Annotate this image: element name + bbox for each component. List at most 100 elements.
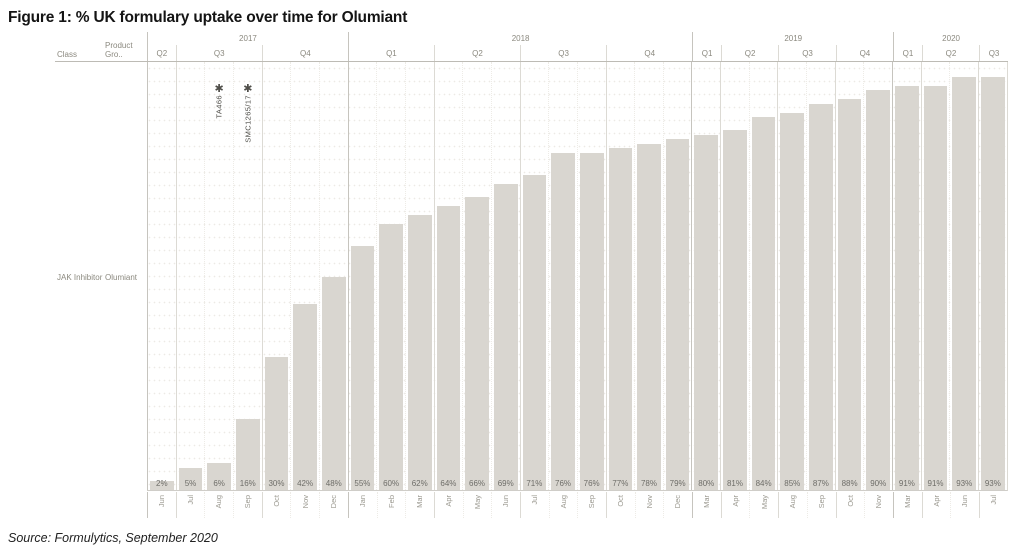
month-tick-may-2019: May (749, 492, 778, 518)
year-header-row: 2017 2018 2019 2020 (55, 32, 1008, 45)
bar-value-label: 6% (213, 479, 225, 488)
year-labels: 2017 2018 2019 2020 (147, 32, 1008, 45)
bar-value-label: 84% (755, 479, 772, 488)
quarter-label-2020-Q2: Q2 (921, 45, 979, 61)
month-column-apr-2018: 64% (433, 62, 463, 490)
bar-aug-2017 (207, 463, 231, 490)
month-tick-jul-2018: Jul (519, 492, 549, 518)
month-tick-jun-2020: Jun (950, 492, 979, 518)
month-column-sep-2018: 76% (576, 62, 606, 490)
bar-jun-2018 (493, 184, 518, 490)
quarter-label-2017-Q4: Q4 (261, 45, 348, 61)
month-column-may-2019: 84% (748, 62, 778, 490)
year-label-2020: 2020 (893, 32, 1008, 45)
month-tick-apr-2020: Apr (921, 492, 951, 518)
month-tick-label: Mar (902, 495, 912, 508)
month-tick-oct-2018: Oct (606, 492, 635, 518)
bar-value-label: 55% (354, 479, 371, 488)
month-column-jul-2018: 71% (519, 62, 549, 490)
bar-aug-2018 (551, 153, 575, 490)
bar-nov-2018 (637, 144, 661, 490)
month-column-aug-2018: 76% (548, 62, 577, 490)
month-tick-label: Nov (874, 495, 884, 509)
month-tick-label: Apr (931, 495, 941, 507)
month-tick-nov-2017: Nov (290, 492, 319, 518)
quarter-label-2018-Q4: Q4 (606, 45, 692, 61)
bar-value-label: 76% (555, 479, 572, 488)
year-label-2018: 2018 (347, 32, 692, 45)
source-note: Source: Formulytics, September 2020 (8, 531, 218, 545)
bar-value-label: 78% (640, 479, 657, 488)
month-tick-jun-2018: Jun (491, 492, 520, 518)
month-tick-label: Sep (243, 495, 253, 509)
bar-value-label: 85% (784, 479, 801, 488)
bar-value-label: 81% (726, 479, 743, 488)
month-tick-may-2018: May (462, 492, 492, 518)
bar-sep-2018 (579, 153, 604, 490)
month-column-mar-2018: 62% (404, 62, 434, 490)
row-labels: JAK Inhibitor Olumiant (55, 62, 147, 492)
month-tick-label: Aug (214, 495, 224, 509)
asterisk-marker-icon: ✱ (214, 83, 224, 95)
bar-apr-2020 (923, 86, 948, 490)
month-tick-label: Mar (415, 495, 425, 508)
bar-value-label: 5% (184, 479, 197, 488)
quarter-label-2020-Q1: Q1 (893, 45, 922, 61)
bar-sep-2019 (809, 104, 833, 490)
month-column-mar-2020: 91% (892, 62, 921, 490)
bar-mar-2018 (407, 215, 432, 490)
month-tick-label: Nov (644, 495, 654, 509)
month-axis-spacer (55, 492, 147, 518)
bar-nov-2017 (293, 304, 317, 490)
plot-body-row: JAK Inhibitor Olumiant 2% 5% 6% ✱ TA466 16% ✱ S… (55, 62, 1008, 492)
month-column-nov-2018: 78% (634, 62, 663, 490)
month-tick-jun-2017: Jun (147, 492, 176, 518)
month-column-aug-2017: 6% ✱ TA466 (204, 62, 233, 490)
month-column-apr-2019: 81% (720, 62, 749, 490)
month-tick-aug-2017: Aug (204, 492, 233, 518)
bar-jul-2020 (981, 77, 1005, 490)
month-column-jun-2020: 93% (949, 62, 978, 490)
formulary-uptake-chart: 2017 2018 2019 2020 Class Product Gro.. Q2 Q… (55, 32, 1008, 518)
month-tick-label: Sep (816, 495, 826, 509)
month-column-oct-2017: 30% (261, 62, 291, 490)
quarter-label-2017-Q3: Q3 (175, 45, 262, 61)
quarter-label-2019-Q1: Q1 (692, 45, 721, 61)
month-tick-jul-2017: Jul (175, 492, 205, 518)
month-tick-feb-2018: Feb (376, 492, 406, 518)
year-label-2019: 2019 (692, 32, 893, 45)
month-column-sep-2017: 16% ✱ SMC1265/17 (232, 62, 262, 490)
month-tick-sep-2017: Sep (233, 492, 262, 518)
bar-value-label: 91% (927, 479, 944, 488)
bar-value-label: 93% (956, 479, 973, 488)
month-tick-label: Mar (702, 495, 712, 508)
month-tick-jul-2020: Jul (978, 492, 1008, 518)
bar-value-label: 16% (239, 479, 256, 488)
month-tick-mar-2020: Mar (892, 492, 922, 518)
quarter-label-2019-Q4: Q4 (835, 45, 893, 61)
quarter-labels: Q2 Q3 Q4 Q1 Q2 Q3 Q4 Q1 Q2 Q3 Q4 Q1 Q2 Q3 (147, 45, 1008, 61)
month-tick-label: Jun (157, 495, 167, 508)
bar-feb-2018 (379, 224, 403, 490)
month-tick-label: Nov (300, 495, 310, 509)
bar-value-label: 79% (669, 479, 686, 488)
month-column-may-2018: 66% (462, 62, 491, 490)
bar-apr-2019 (723, 130, 747, 490)
bar-value-label: 42% (297, 479, 314, 488)
month-column-oct-2018: 77% (605, 62, 635, 490)
month-column-jul-2017: 5% (175, 62, 205, 490)
month-tick-label: Dec (329, 495, 339, 509)
month-tick-label: Feb (386, 495, 396, 508)
quarter-label-2018-Q3: Q3 (520, 45, 606, 61)
bar-oct-2018 (608, 148, 633, 490)
bar-jun-2017 (150, 481, 174, 490)
quarter-label-2017-Q2: Q2 (147, 45, 176, 61)
bar-apr-2018 (436, 206, 461, 490)
bar-dec-2017 (321, 277, 346, 490)
class-row-label: JAK Inhibitor (57, 272, 103, 282)
bar-oct-2019 (837, 99, 862, 490)
bar-dec-2018 (665, 139, 690, 490)
month-tick-mar-2019: Mar (692, 492, 721, 518)
month-tick-label: Jul (989, 495, 999, 505)
